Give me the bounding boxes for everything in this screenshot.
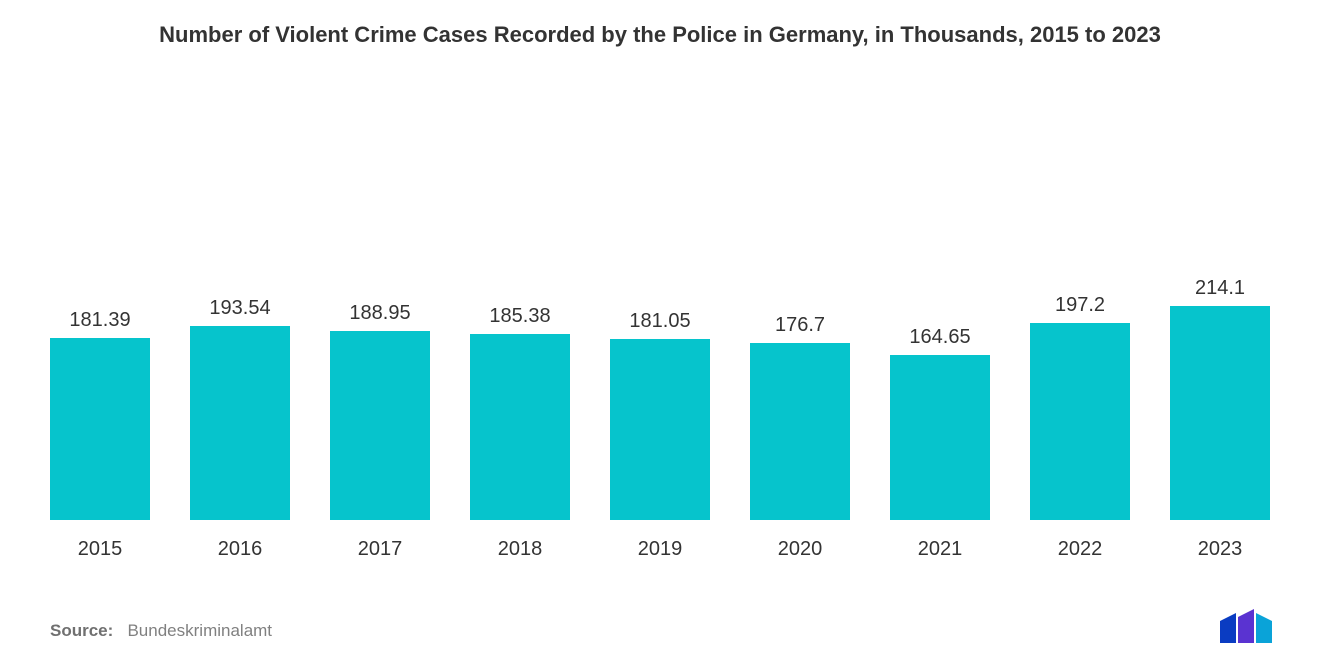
x-axis-category: 2020 <box>750 538 850 561</box>
bar-rect <box>470 334 570 519</box>
logo-bar-2 <box>1238 609 1254 643</box>
chart-title: Number of Violent Crime Cases Recorded b… <box>40 20 1280 50</box>
x-axis-category: 2017 <box>330 538 430 561</box>
bar-value-label: 193.54 <box>209 297 270 320</box>
x-axis-category: 2019 <box>610 538 710 561</box>
x-axis-category: 2018 <box>470 538 570 561</box>
x-axis-category: 2015 <box>50 538 150 561</box>
x-axis-category: 2022 <box>1030 538 1130 561</box>
bar-rect <box>890 355 990 520</box>
bar-slot: 185.38 <box>470 305 570 519</box>
x-axis-categories: 2015 2016 2017 2018 2019 2020 2021 2022 2023 <box>40 538 1280 561</box>
logo-bar-1 <box>1220 613 1236 643</box>
bar-value-label: 214.1 <box>1195 277 1245 300</box>
bar-value-label: 185.38 <box>489 305 550 328</box>
logo-bar-3 <box>1256 613 1272 643</box>
bar-value-label: 197.2 <box>1055 294 1105 317</box>
bar-slot: 193.54 <box>190 297 290 520</box>
x-axis-category: 2023 <box>1170 538 1270 561</box>
source-label: Source: <box>50 621 113 640</box>
brand-logo-icon <box>1216 609 1276 643</box>
bar-slot: 188.95 <box>330 302 430 520</box>
x-axis-category: 2021 <box>890 538 990 561</box>
bar-rect <box>190 326 290 520</box>
bar-rect <box>330 331 430 520</box>
bar-rect <box>50 338 150 519</box>
bar-value-label: 164.65 <box>909 326 970 349</box>
bar-value-label: 181.39 <box>69 309 130 332</box>
bar-rect <box>1170 306 1270 520</box>
chart-container: Number of Violent Crime Cases Recorded b… <box>0 0 1320 665</box>
x-axis-category: 2016 <box>190 538 290 561</box>
bar-slot: 176.7 <box>750 314 850 520</box>
bar-value-label: 176.7 <box>775 314 825 337</box>
bar-slot: 181.39 <box>50 309 150 519</box>
bar-rect <box>750 343 850 520</box>
plot-area: 181.39 193.54 188.95 185.38 181.05 176.7 164.6… <box>40 90 1280 520</box>
source-footer: Source: Bundeskriminalamt <box>50 621 272 641</box>
bar-slot: 197.2 <box>1030 294 1130 520</box>
bar-rect <box>610 339 710 520</box>
bar-slot: 181.05 <box>610 310 710 520</box>
bar-slot: 214.1 <box>1170 277 1270 520</box>
source-text: Bundeskriminalamt <box>127 621 272 640</box>
bar-value-label: 181.05 <box>629 310 690 333</box>
bar-slot: 164.65 <box>890 326 990 520</box>
bar-rect <box>1030 323 1130 520</box>
bar-value-label: 188.95 <box>349 302 410 325</box>
